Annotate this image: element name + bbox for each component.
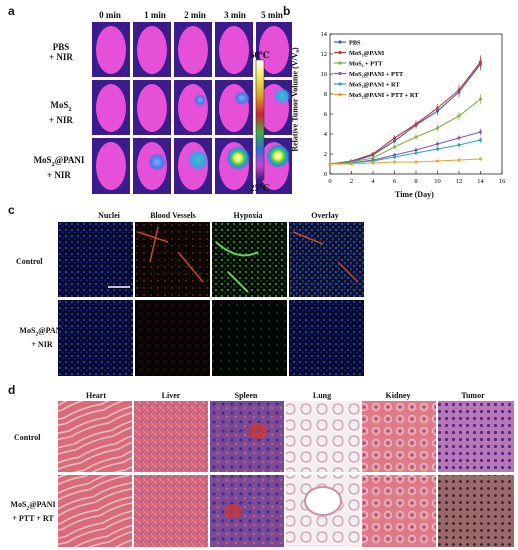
organ-header-tumor: Tumor — [461, 391, 485, 400]
x-tick-label-8: 16 — [499, 178, 506, 185]
series-5-point-5 — [436, 159, 439, 163]
if-row-label-treated: MoS2@PANI + NIR — [19, 326, 65, 349]
series-1-point-3 — [393, 136, 396, 140]
legend-label-4: MoS₂@PANI + RT — [349, 81, 400, 88]
thermal-row-label-pbs: PBS + NIR — [49, 42, 73, 62]
legend-label-2: MoS₂ + PTT — [349, 60, 383, 67]
series-2-point-5 — [436, 126, 439, 130]
col-header-hypoxia: Hypoxia — [233, 211, 263, 220]
series-4-point-5 — [436, 147, 439, 151]
time-header-2: 2 min — [184, 10, 206, 20]
series-3-point-7 — [479, 130, 482, 134]
organ-header-liver: Liver — [161, 391, 181, 400]
x-tick-label-0: 0 — [328, 178, 331, 185]
fluorescence-image-grid — [58, 222, 364, 376]
panel-label-a: a — [8, 4, 15, 18]
y-tick-label-0: 0 — [324, 171, 327, 178]
legend-label-1: MoS₂@PANI — [349, 50, 385, 57]
y-tick-label-1: 2 — [324, 151, 327, 158]
y-tick-label-5: 10 — [321, 71, 328, 78]
x-tick-label-5: 10 — [434, 178, 441, 185]
x-tick-label-6: 12 — [456, 178, 463, 185]
legend-marker-5 — [338, 92, 342, 97]
series-line-1 — [329, 61, 481, 165]
series-line-0 — [329, 63, 481, 165]
series-1-point-6 — [457, 88, 461, 92]
series-5-point-4 — [414, 160, 418, 164]
x-tick-label-2: 4 — [371, 178, 375, 185]
legend-label-0: PBS — [349, 39, 361, 46]
organ-header-spleen: Spleen — [234, 391, 258, 400]
thermal-image-grid — [92, 22, 292, 194]
panel-label-d: d — [8, 383, 16, 397]
organ-header-heart: Heart — [86, 391, 106, 400]
scale-min-label: 25℃ — [250, 183, 270, 193]
y-tick-label-6: 12 — [321, 51, 328, 58]
series-1-point-5 — [436, 106, 439, 110]
series-5-point-3 — [393, 160, 396, 164]
chart-xlabel: Time (Day) — [395, 190, 434, 199]
series-3-point-6 — [457, 136, 461, 140]
x-tick-label-4: 8 — [414, 178, 417, 185]
series-5-point-6 — [457, 158, 461, 162]
series-5-point-1 — [350, 162, 353, 166]
legend-marker-0 — [338, 40, 342, 44]
thermal-row-label-mos2-pani: MoS2@PANI + NIR — [33, 155, 85, 180]
y-tick-label-3: 6 — [324, 111, 328, 118]
organ-header-kidney: Kidney — [385, 391, 411, 400]
time-header-1: 1 min — [144, 10, 166, 20]
series-3-point-5 — [436, 142, 439, 146]
he-row-label-treated: MoS2@PANI + PTT + RT — [10, 500, 56, 523]
he-row-label-control: Control — [14, 433, 41, 442]
panel-label-c: c — [8, 203, 15, 217]
series-line-5 — [330, 158, 481, 165]
series-1-point-4 — [414, 122, 418, 126]
legend-marker-4 — [338, 82, 342, 86]
series-2-point-6 — [457, 114, 461, 118]
thermal-row-label-mos2: MoS2 + NIR — [49, 100, 73, 125]
legend-label-3: MoS₂@PANI + PTT — [349, 71, 404, 78]
temperature-color-scale — [255, 59, 265, 181]
time-header-0: 0 min — [99, 10, 121, 20]
legend-marker-1 — [338, 50, 342, 55]
series-2-point-4 — [414, 135, 418, 139]
legend-marker-2 — [338, 61, 342, 65]
if-row-label-control: Control — [16, 257, 43, 266]
y-tick-label-7: 14 — [321, 31, 328, 38]
histology-image-grid — [58, 401, 514, 547]
time-header-3: 3 min — [224, 10, 246, 20]
series-1-point-7 — [479, 60, 482, 64]
series-4-point-7 — [479, 138, 482, 142]
y-tick-label-2: 4 — [324, 131, 328, 138]
series-4-point-3 — [393, 155, 396, 159]
x-tick-label-7: 14 — [477, 178, 484, 185]
series-3-point-4 — [414, 148, 418, 152]
scale-max-label: 60℃ — [250, 50, 270, 60]
series-2-point-3 — [393, 145, 396, 149]
chart-ylabel: Relative Tumor Volume (V/V₀) — [290, 47, 300, 152]
col-header-overlay: Overlay — [311, 211, 339, 220]
series-5-point-0 — [328, 162, 332, 166]
organ-header-lung: Lung — [312, 391, 332, 400]
legend-marker-3 — [338, 71, 342, 76]
series-4-point-6 — [457, 143, 461, 147]
col-header-blood-vessels: Blood Vessels — [150, 211, 196, 220]
y-tick-label-4: 8 — [324, 91, 327, 98]
series-2-point-7 — [479, 97, 482, 101]
col-header-nuclei: Nuclei — [98, 211, 120, 220]
x-tick-label-1: 2 — [350, 178, 353, 185]
series-4-point-4 — [414, 151, 418, 155]
series-1-point-2 — [371, 152, 375, 156]
series-line-4 — [329, 139, 481, 165]
series-5-point-7 — [479, 157, 482, 161]
legend-label-5: MoS₂@PANI + PTT + RT — [349, 92, 419, 99]
x-tick-label-3: 6 — [393, 178, 397, 185]
series-5-point-2 — [371, 161, 375, 165]
time-header-4: 5 min — [261, 10, 283, 20]
series-line-2 — [329, 98, 481, 165]
tumor-volume-chart: 0 2 4 6 8 10 12 14 16 0 2 4 6 8 10 12 14 PBS MoS₂@PANI MoS₂… — [321, 31, 507, 185]
series-0-point-3 — [393, 139, 396, 143]
panel-label-b: b — [283, 4, 291, 18]
